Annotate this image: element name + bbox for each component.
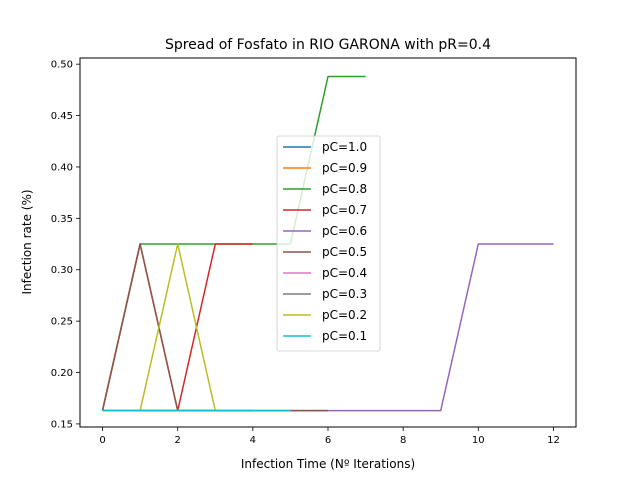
series-lines xyxy=(101,75,554,412)
y-tick-label: 0.20 xyxy=(51,368,73,379)
x-tick-label: 10 xyxy=(472,435,485,446)
y-tick-label: 0.50 xyxy=(51,60,73,71)
legend-label-5: pC=0.5 xyxy=(322,245,367,259)
x-tick-label: 4 xyxy=(250,435,256,446)
y-tick-label: 0.15 xyxy=(51,419,73,430)
y-tick-label: 0.45 xyxy=(51,111,73,122)
y-tick-label: 0.35 xyxy=(51,214,73,225)
x-axis-label: Infection Time (Nº Iterations) xyxy=(241,457,415,471)
series-line-3 xyxy=(101,243,253,412)
legend-label-1: pC=0.9 xyxy=(322,161,367,175)
legend-label-2: pC=0.8 xyxy=(322,182,367,196)
legend-label-4: pC=0.6 xyxy=(322,224,367,238)
legend-label-6: pC=0.4 xyxy=(322,266,367,280)
chart-title: Spread of Fosfato in RIO GARONA with pR=… xyxy=(165,37,491,53)
series-line-8 xyxy=(102,243,217,412)
legend: pC=1.0 pC=0.9 pC=0.8 pC=0.7 pC=0.6 pC=0.5 pC=0… xyxy=(276,135,381,352)
x-tick-label: 8 xyxy=(400,435,406,446)
y-axis-label: Infection rate (%) xyxy=(20,189,34,294)
y-axis: 0.15 0.20 0.25 0.30 0.35 0.40 0.45 0.50 xyxy=(51,60,80,430)
legend-label-3: pC=0.7 xyxy=(322,203,367,217)
legend-label-9: pC=0.1 xyxy=(322,329,367,343)
x-tick-label: 6 xyxy=(325,435,331,446)
y-tick-label: 0.40 xyxy=(51,162,73,173)
x-tick-label: 12 xyxy=(547,435,560,446)
y-tick-label: 0.25 xyxy=(51,317,73,328)
legend-label-0: pC=1.0 xyxy=(322,140,367,154)
legend-label-7: pC=0.3 xyxy=(322,287,367,301)
x-tick-label: 2 xyxy=(175,435,181,446)
x-axis: 0 2 4 6 8 10 12 xyxy=(99,427,560,446)
legend-label-8: pC=0.2 xyxy=(322,308,367,322)
y-tick-label: 0.30 xyxy=(51,265,73,276)
x-tick-label: 0 xyxy=(99,435,105,446)
